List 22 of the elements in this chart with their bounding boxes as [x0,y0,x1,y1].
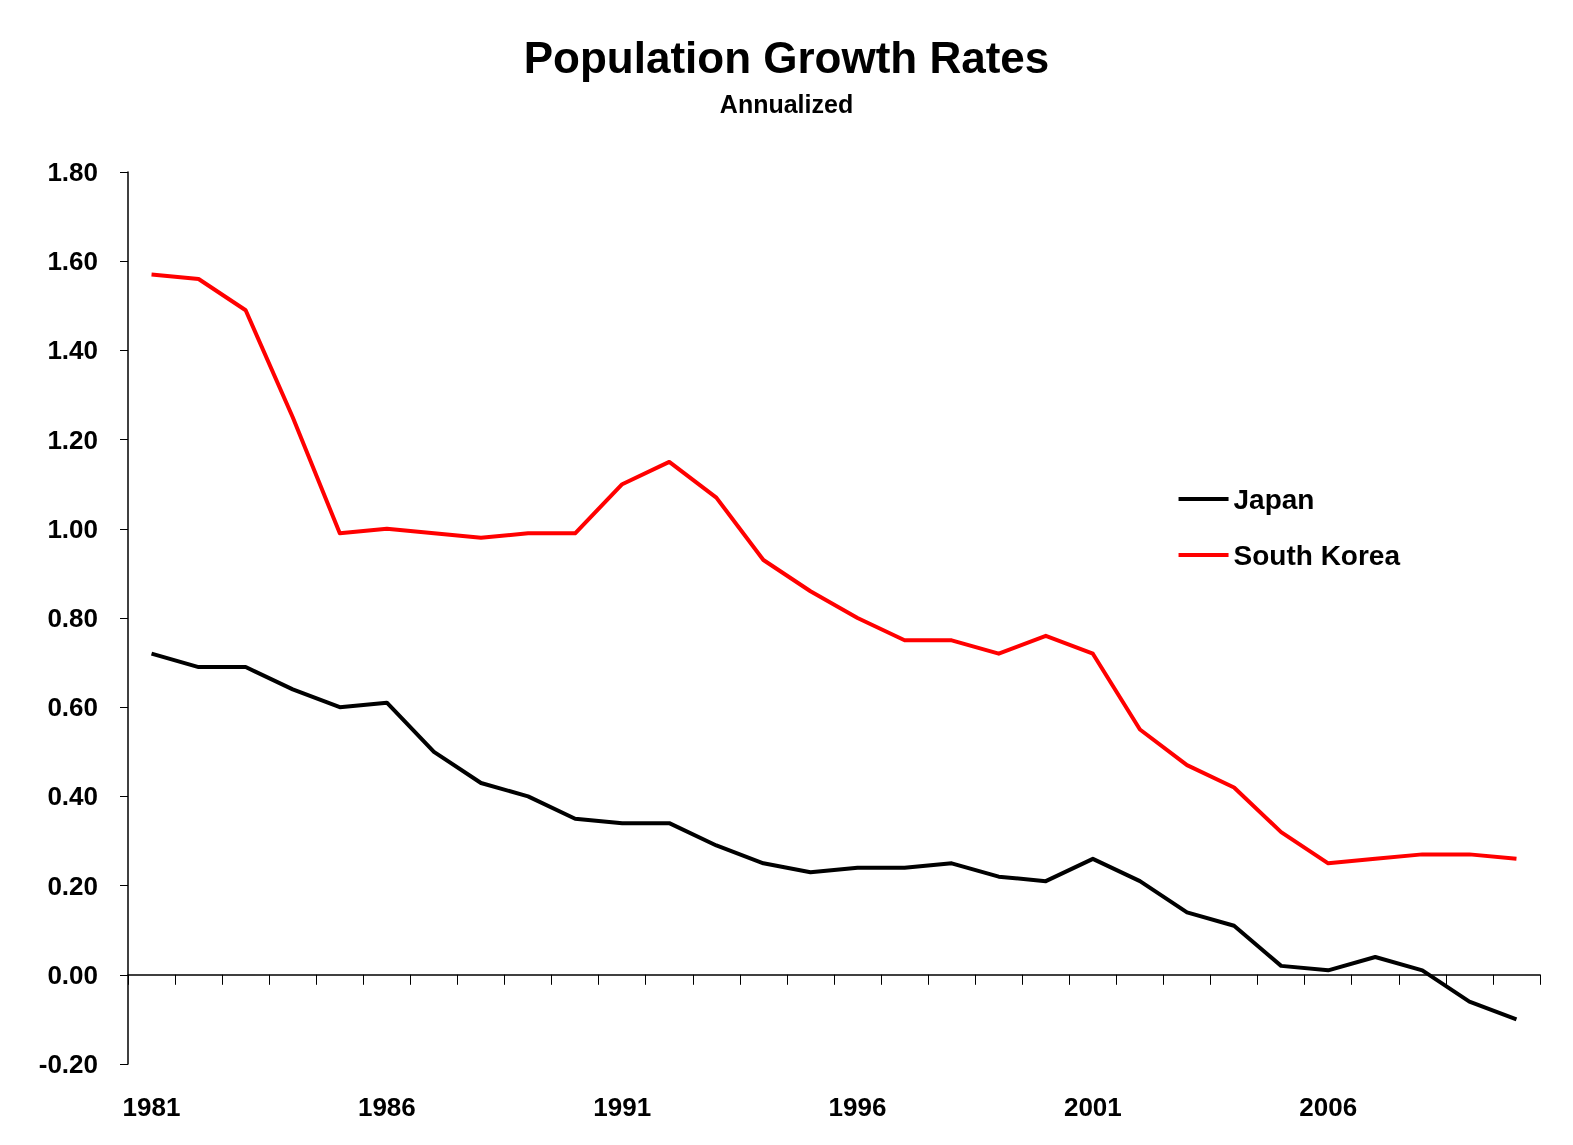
legend-label: Japan [1233,483,1315,515]
y-tick-label: 0.00 [47,959,98,990]
y-tick-label: 0.60 [47,692,98,723]
y-tick-label: -0.20 [38,1049,98,1079]
x-tick-label: 1986 [357,1092,416,1122]
y-tick-label: 0.80 [47,603,98,633]
y-tick-label: 1.20 [47,424,98,455]
chart-subtitle: Annualized [719,89,854,118]
chart-title: Population Growth Rates [523,32,1050,82]
x-tick-label: 2006 [1299,1092,1358,1122]
x-tick-label: 2001 [1063,1092,1122,1122]
x-tick-label: 1981 [122,1092,181,1122]
x-tick-label: 1991 [593,1092,652,1122]
y-tick-label: 1.80 [47,157,98,187]
line-series [149,272,1519,866]
y-tick-label: 0.20 [47,870,98,901]
y-tick-label: 1.00 [47,513,98,544]
x-tick-label: 1996 [828,1092,887,1122]
y-tick-label: 1.60 [47,246,98,277]
y-tick-label: 1.40 [47,335,98,366]
y-tick-label: 0.40 [47,781,98,812]
legend-label: South Korea [1233,539,1401,571]
